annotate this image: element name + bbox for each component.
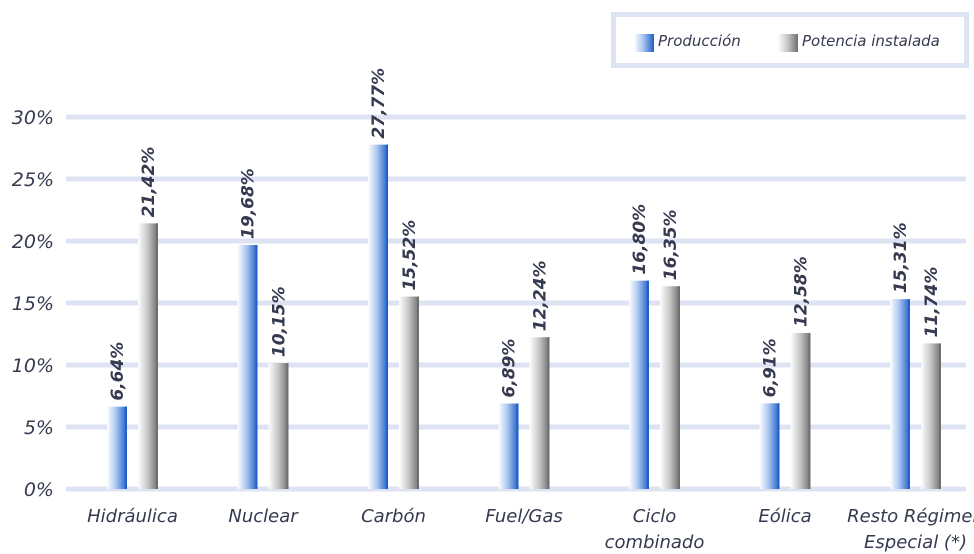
bar-edge — [156, 223, 158, 489]
x-category-label: Resto Régimen — [847, 506, 974, 527]
y-tick-label: 5% — [24, 417, 54, 439]
data-label: 6,91% — [761, 338, 781, 397]
data-label: 27,77% — [369, 68, 389, 139]
bar-edge — [125, 406, 127, 489]
y-tick-label: 25% — [12, 169, 54, 191]
data-label: 11,74% — [922, 267, 942, 338]
x-category-label: Eólica — [758, 506, 811, 527]
data-labels: 6,64% 21,42% 19,68% 10,15% 27,77% 15,52% 6,89%… — [108, 68, 942, 401]
bar-edge — [777, 403, 780, 489]
bar-produccion — [890, 299, 910, 489]
y-tick-label: 30% — [12, 107, 54, 129]
y-tick-label: 0% — [24, 479, 54, 501]
gridlines — [66, 114, 966, 492]
bar-produccion — [368, 144, 388, 490]
data-label: 16,80% — [630, 204, 650, 275]
data-label: 16,35% — [661, 209, 681, 280]
bar-potencia-instalada — [660, 286, 680, 489]
bars — [107, 144, 941, 490]
legend-label-produccion: Producción — [658, 32, 741, 50]
bar-produccion — [629, 280, 649, 489]
y-tick-label: 20% — [12, 231, 54, 253]
data-label: 12,58% — [792, 256, 812, 327]
x-category-label: Ciclo — [633, 506, 676, 527]
bar-potencia-instalada — [790, 333, 811, 489]
bar-potencia-instalada — [138, 223, 158, 489]
bar-edge — [908, 299, 910, 489]
legend: Producción Potencia instalada — [611, 12, 969, 68]
x-category-label: Especial (*) — [864, 532, 967, 553]
x-category-label: Hidráulica — [87, 506, 178, 527]
bar-edge — [255, 244, 258, 489]
bar-edge — [678, 286, 680, 489]
bar-edge — [939, 343, 941, 489]
data-label: 21,42% — [139, 147, 159, 218]
bar-edge — [386, 144, 388, 490]
data-label: 19,68% — [239, 168, 259, 239]
data-label: 10,15% — [270, 286, 290, 357]
bar-potencia-instalada — [921, 343, 941, 489]
y-tick-label: 15% — [12, 293, 54, 315]
y-axis-tick-labels: 0% 5% 10% 15% 20% 25% 30% — [12, 107, 54, 501]
y-tick-label: 10% — [12, 355, 54, 377]
bar-produccion — [107, 406, 127, 489]
legend-label-potencia-instalada: Potencia instalada — [802, 32, 940, 50]
data-label: 12,24% — [531, 260, 551, 331]
bar-potencia-instalada — [268, 363, 289, 489]
x-category-label: Carbón — [361, 506, 426, 527]
legend-swatch-potencia-instalada — [778, 34, 798, 52]
data-label: 6,64% — [108, 342, 128, 401]
bar-potencia-instalada — [399, 296, 419, 489]
x-category-label: Fuel/Gas — [485, 506, 563, 527]
bar-produccion — [237, 244, 258, 489]
bar-edge — [286, 363, 289, 489]
bar-produccion — [759, 403, 780, 489]
data-label: 6,89% — [500, 339, 520, 398]
x-category-label: Nuclear — [228, 506, 299, 527]
data-label: 15,52% — [400, 220, 420, 291]
bar-produccion — [498, 403, 519, 489]
bar-edge — [516, 403, 519, 489]
bar-potencia-instalada — [529, 337, 550, 489]
x-axis-category-labels: Hidráulica Nuclear Carbón Fuel/Gas Ciclo comb… — [87, 506, 974, 553]
bar-edge — [808, 333, 811, 489]
bar-edge — [547, 337, 550, 489]
data-label: 15,31% — [891, 222, 911, 293]
x-category-label: combinado — [605, 532, 705, 553]
legend-swatch-produccion — [634, 34, 654, 52]
bar-edge — [417, 296, 419, 489]
bar-edge — [647, 280, 649, 489]
